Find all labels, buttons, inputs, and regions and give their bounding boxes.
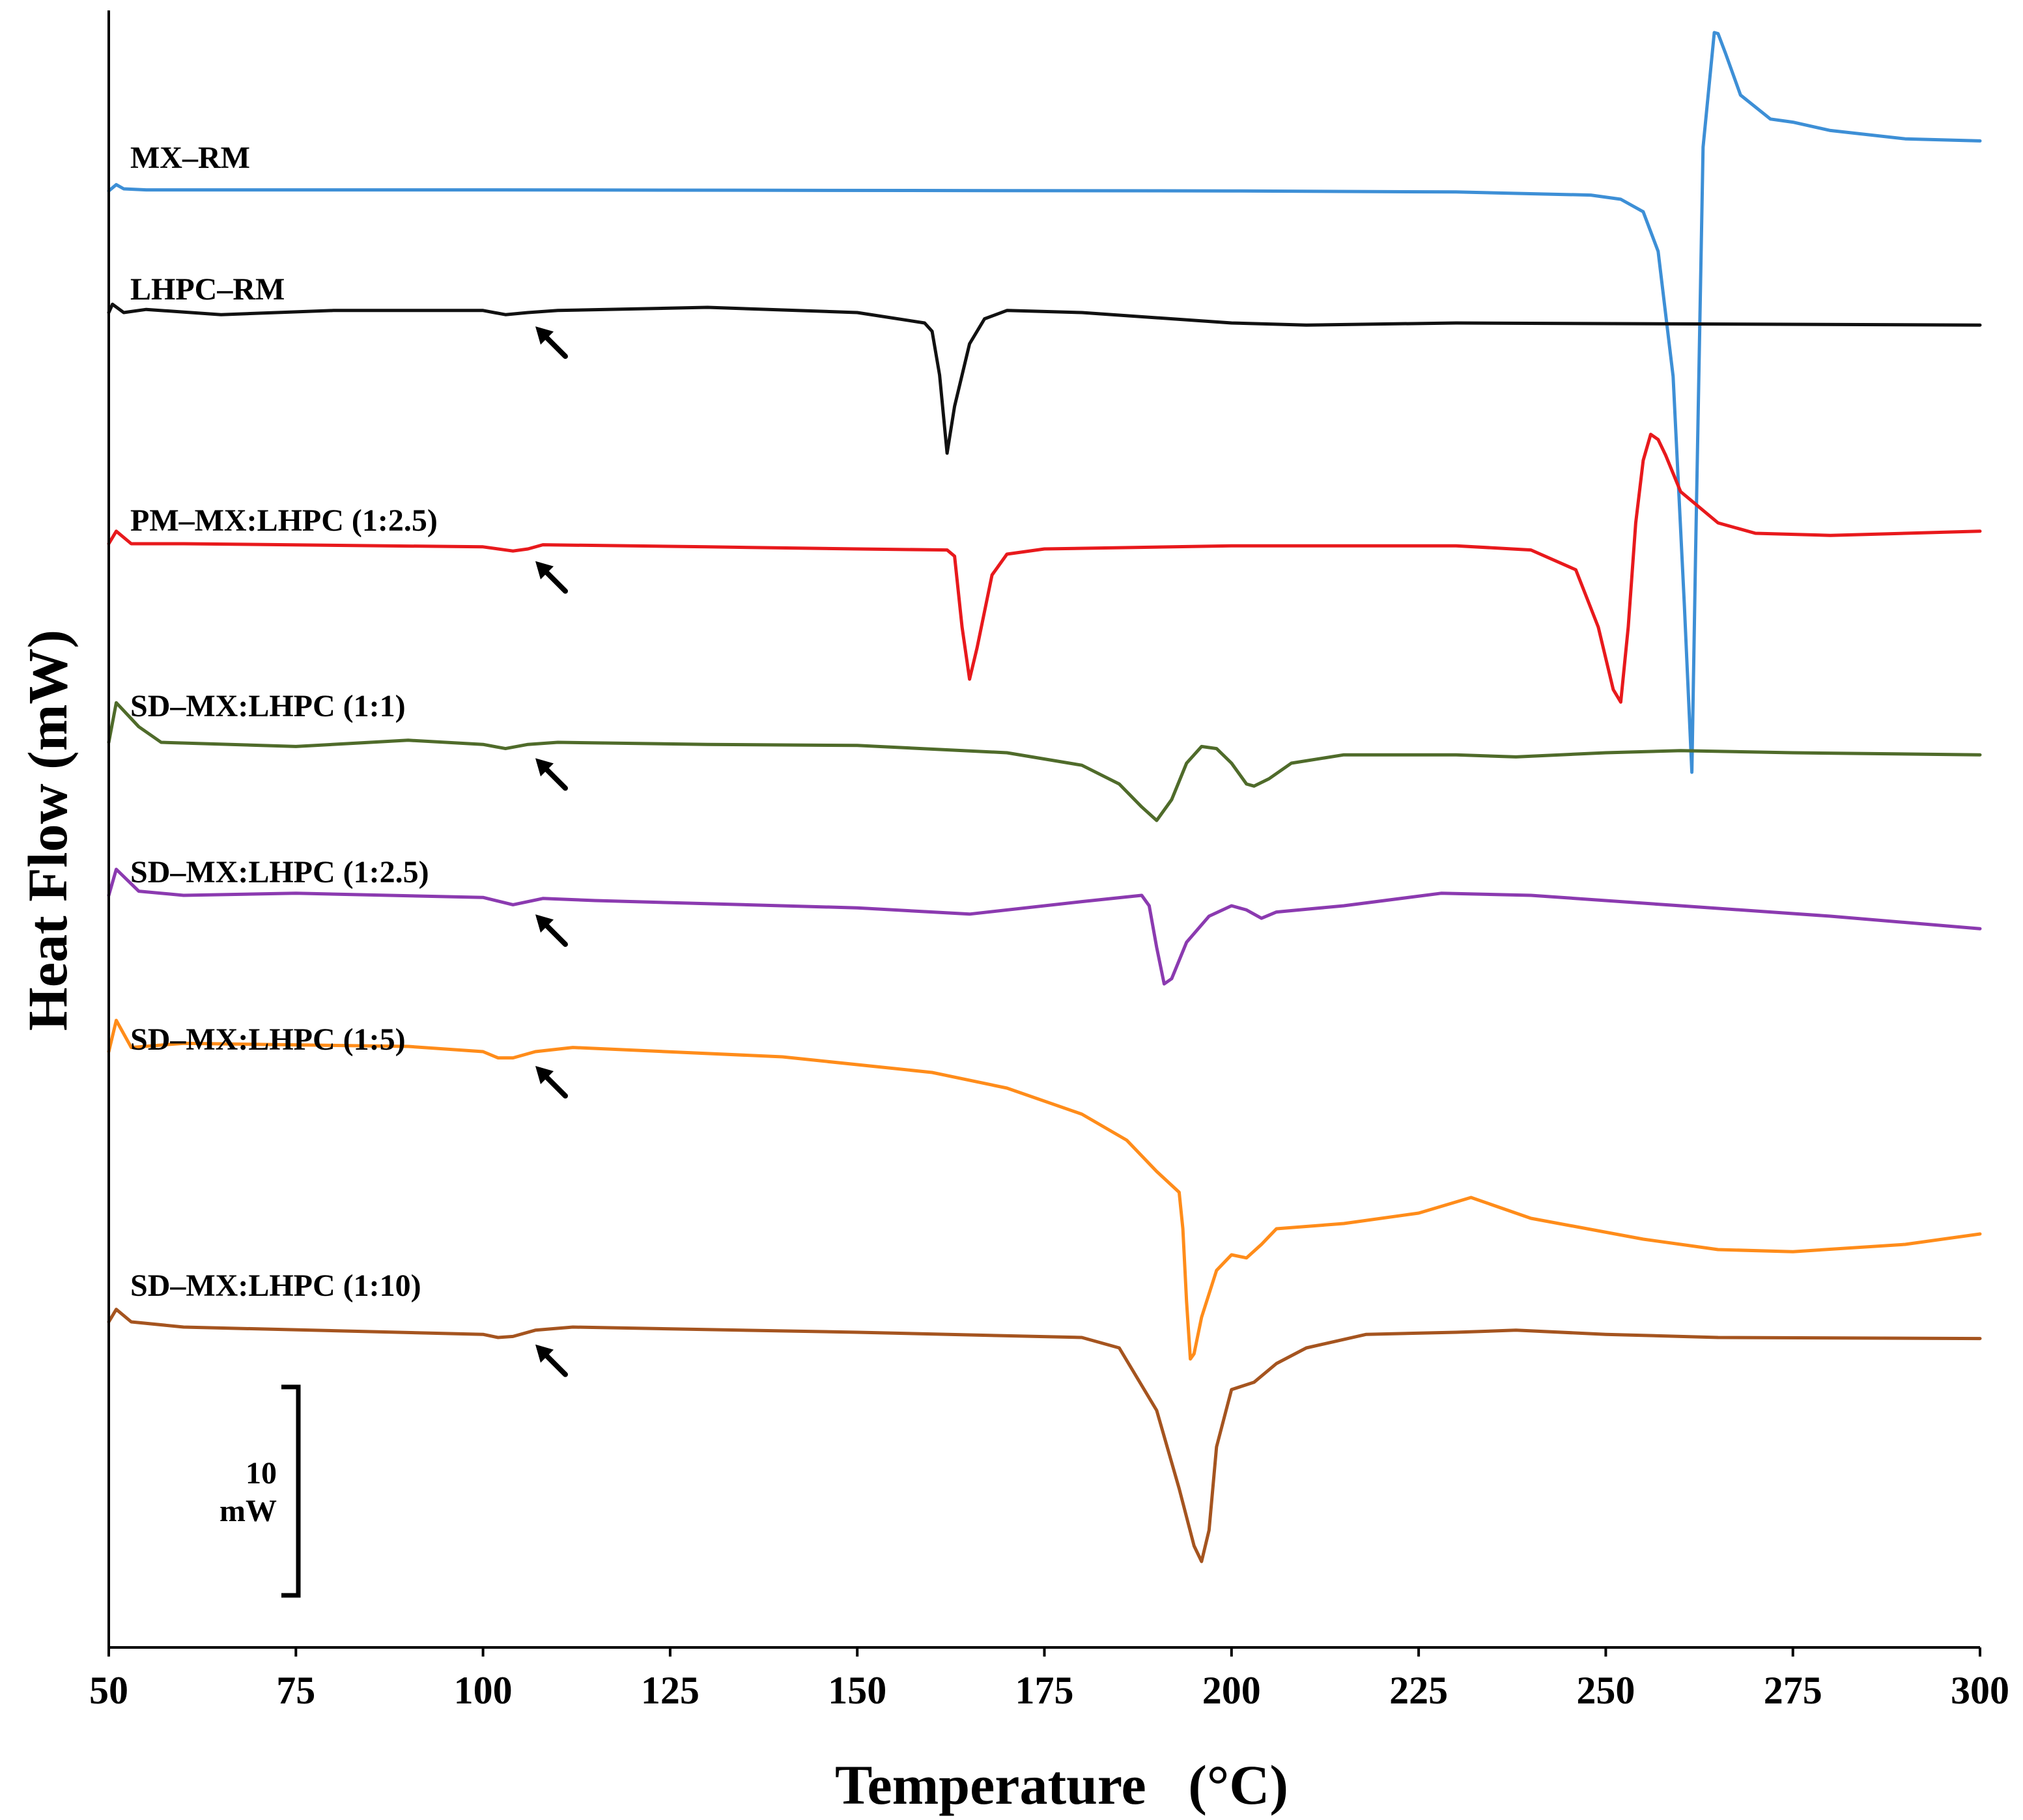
x-tick-label: 125: [641, 1669, 700, 1712]
series-line-sd-mx-lhpc-1-5: [107, 1018, 1982, 1361]
series-label-sd-mx-lhpc-1-10: SD–MX:LHPC (1:10): [130, 1268, 421, 1303]
scale-bar: 10 mW: [219, 1384, 301, 1598]
x-tick-label: 275: [1764, 1669, 1822, 1712]
series-line-sd-mx-lhpc-1-1: [107, 701, 1982, 822]
scale-bar-unit: mW: [219, 1494, 277, 1528]
arrow-layer: [535, 326, 568, 1377]
x-tick-label: 175: [1015, 1669, 1074, 1712]
x-tick-label: 300: [1951, 1669, 2009, 1712]
transition-arrow: [535, 1344, 568, 1377]
series-line-lhpc-rm: [107, 302, 1982, 455]
transition-arrow: [535, 326, 568, 359]
x-axis-title: Temperature (°C): [835, 1754, 1288, 1816]
series-line-pm-mx-lhpc-1-2-5: [107, 432, 1982, 704]
label-layer: MX–RM LHPC–RM PM–MX:LHPC (1:2.5) SD–MX:LHPC…: [130, 141, 438, 1303]
x-tick-label: 50: [89, 1669, 128, 1712]
transition-arrow: [535, 914, 568, 947]
series-label-mx-rm: MX–RM: [130, 141, 250, 175]
series-label-sd-mx-lhpc-1-5: SD–MX:LHPC (1:5): [130, 1022, 406, 1057]
series-line-mx-rm: [107, 31, 1982, 774]
series-line-sd-mx-lhpc-1-2-5: [107, 867, 1982, 986]
x-tick-label: 100: [454, 1669, 513, 1712]
series-label-sd-mx-lhpc-1-2-5: SD–MX:LHPC (1:2.5): [130, 855, 429, 889]
series-label-pm-mx-lhpc-1-2-5: PM–MX:LHPC (1:2.5): [130, 503, 438, 538]
scale-bar-value: 10: [246, 1456, 277, 1491]
series-line-sd-mx-lhpc-1-10: [107, 1308, 1982, 1563]
x-tick-label: 225: [1389, 1669, 1448, 1712]
axis-layer: 50 75 100 125 150 175 200 225 250 275 300: [89, 10, 2009, 1712]
y-axis-title: Heat Flow (mW): [16, 630, 79, 1031]
x-tick-label: 150: [828, 1669, 886, 1712]
transition-arrow: [535, 561, 568, 594]
x-tick-label: 75: [276, 1669, 315, 1712]
transition-arrow: [535, 758, 568, 791]
series-label-lhpc-rm: LHPC–RM: [130, 272, 285, 307]
scale-bar-bracket: [281, 1384, 301, 1598]
x-tick-label: 200: [1202, 1669, 1261, 1712]
series-layer: [107, 31, 1982, 1563]
transition-arrow: [535, 1066, 568, 1099]
series-label-sd-mx-lhpc-1-1: SD–MX:LHPC (1:1): [130, 689, 406, 723]
x-tick-label: 250: [1576, 1669, 1635, 1712]
